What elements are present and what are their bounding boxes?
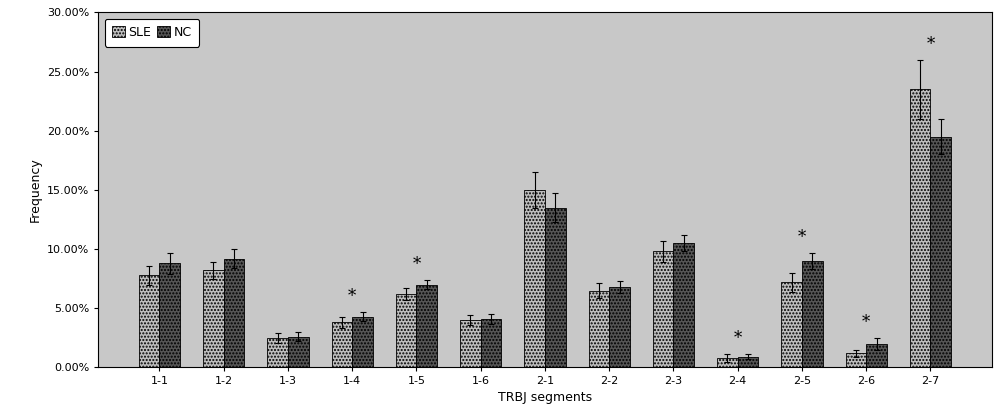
Text: *: *: [734, 330, 742, 347]
Bar: [352, 316, 373, 368]
Bar: [396, 294, 416, 368]
Bar: [203, 270, 224, 368]
Text: *: *: [798, 229, 806, 246]
Bar: [802, 261, 823, 368]
Text: *: *: [348, 288, 356, 305]
Bar: [288, 337, 309, 368]
Bar: [416, 285, 437, 368]
Bar: [267, 338, 288, 368]
Legend: SLE, NC: SLE, NC: [105, 19, 199, 47]
Bar: [673, 243, 694, 368]
Bar: [653, 251, 673, 368]
Bar: [910, 89, 930, 368]
Bar: [460, 320, 481, 368]
Bar: [609, 287, 630, 368]
Bar: [159, 263, 180, 368]
Bar: [781, 282, 802, 368]
Bar: [866, 344, 887, 368]
Bar: [481, 319, 501, 368]
Text: *: *: [412, 256, 421, 273]
Bar: [589, 290, 609, 368]
Bar: [224, 259, 244, 368]
Bar: [738, 357, 758, 368]
Bar: [545, 208, 566, 368]
X-axis label: TRBJ segments: TRBJ segments: [498, 391, 592, 404]
Bar: [524, 190, 545, 368]
Y-axis label: Frequency: Frequency: [28, 157, 41, 222]
Text: *: *: [862, 314, 870, 331]
Text: *: *: [926, 35, 935, 53]
Bar: [846, 353, 866, 368]
Bar: [139, 275, 159, 368]
Bar: [930, 137, 951, 368]
Bar: [332, 323, 352, 368]
Bar: [717, 358, 738, 368]
